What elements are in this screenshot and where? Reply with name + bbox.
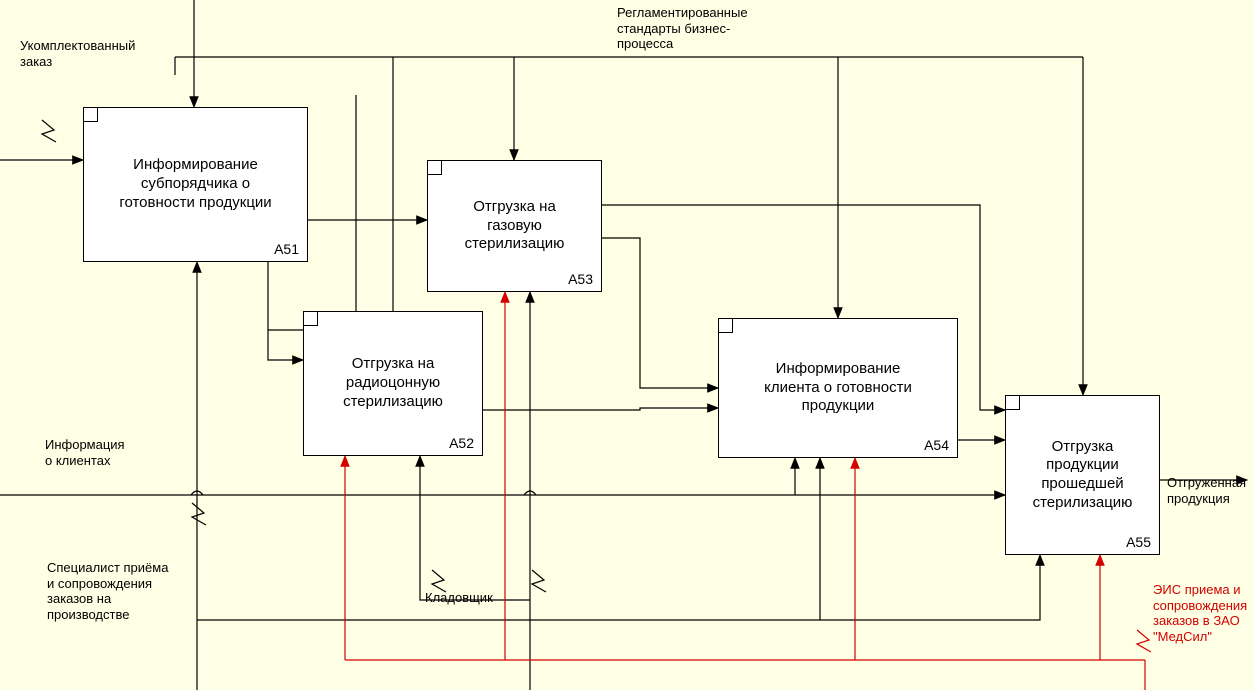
label-l_clients: Информация о клиентах (45, 437, 125, 468)
diagram-canvas: Информирование субпорядчика о готовности… (0, 0, 1253, 690)
label-l_spec: Специалист приёма и сопровождения заказо… (47, 560, 168, 622)
node-code: A52 (449, 435, 474, 451)
node-code: A55 (1126, 534, 1151, 550)
node-corner-mark (84, 108, 98, 122)
tunnel-mark (1137, 630, 1151, 652)
node-corner-mark (719, 319, 733, 333)
node-label: Отгрузка продукции прошедшей стерилизаци… (1033, 438, 1133, 513)
node-corner-mark (428, 161, 442, 175)
tunnel-mark (532, 570, 546, 592)
node-code: A53 (568, 271, 593, 287)
node-code: A54 (924, 437, 949, 453)
node-a52: Отгрузка на радиоцонную стерилизацию A52 (303, 311, 483, 456)
label-l_klad: Кладовщик (425, 590, 493, 606)
node-a54: Информирование клиента о готовности прод… (718, 318, 958, 458)
tunnel-mark (42, 120, 56, 142)
node-a51: Информирование субпорядчика о готовности… (83, 107, 308, 262)
node-corner-mark (1006, 396, 1020, 410)
label-l_order: Укомплектованный заказ (20, 38, 135, 69)
arrow (483, 408, 718, 410)
node-label: Информирование клиента о готовности прод… (764, 360, 912, 416)
node-label: Отгрузка на газовую стерилизацию (465, 198, 565, 254)
node-code: A51 (274, 241, 299, 257)
node-a53: Отгрузка на газовую стерилизацию A53 (427, 160, 602, 292)
label-l_std: Регламентированные стандарты бизнес- про… (617, 5, 748, 52)
label-l_eis: ЭИС приема и сопровождения заказов в ЗАО… (1153, 582, 1247, 644)
arrow (268, 262, 303, 360)
arrow (602, 238, 718, 388)
label-l_out: Отгруженная продукция (1167, 475, 1246, 506)
tunnel-mark (432, 570, 446, 592)
tunnel-mark (192, 503, 206, 525)
node-corner-mark (304, 312, 318, 326)
node-label: Информирование субпорядчика о готовности… (119, 156, 271, 212)
arrow (420, 456, 530, 600)
node-a55: Отгрузка продукции прошедшей стерилизаци… (1005, 395, 1160, 555)
node-label: Отгрузка на радиоцонную стерилизацию (343, 355, 443, 411)
arrow (820, 555, 1040, 620)
arrows-layer (0, 0, 1253, 690)
